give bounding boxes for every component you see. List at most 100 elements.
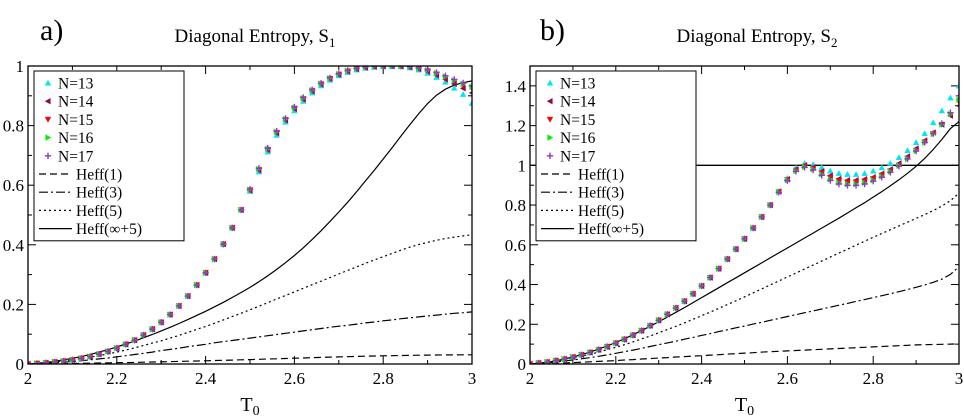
- data-point: [255, 165, 263, 172]
- data-point: [955, 103, 959, 108]
- data-point: [104, 348, 112, 355]
- series-line: [28, 234, 472, 364]
- legend-label: Heff(3): [76, 185, 122, 202]
- x-tick-label: 3: [955, 369, 964, 388]
- data-point: [282, 115, 289, 122]
- y-tick-label: 0.4: [505, 276, 527, 295]
- data-point: [264, 145, 271, 152]
- data-point: [947, 94, 954, 101]
- data-point: [122, 341, 129, 348]
- legend-marker: [546, 79, 554, 86]
- plot-frame: [27, 65, 473, 365]
- y-tick-label: 1: [518, 156, 527, 175]
- data-point: [578, 351, 585, 359]
- data-point: [543, 358, 551, 364]
- data-point: [326, 74, 334, 82]
- legend-label: N=13: [560, 76, 596, 93]
- data-point: [955, 92, 959, 99]
- data-point: [158, 319, 165, 326]
- data-point: [468, 82, 472, 90]
- data-point: [451, 76, 458, 83]
- data-point: [784, 177, 791, 184]
- x-tick-label: 2.8: [863, 369, 884, 388]
- data-point: [246, 186, 254, 193]
- legend-label: N=15: [560, 112, 596, 129]
- data-point: [468, 91, 472, 95]
- data-point: [95, 350, 103, 358]
- data-point: [921, 139, 928, 146]
- data-point: [561, 355, 568, 363]
- series-line: [28, 311, 472, 364]
- data-point: [835, 180, 843, 188]
- data-point: [335, 70, 342, 77]
- data-point: [344, 67, 351, 74]
- x-axis-label: T0: [735, 394, 754, 417]
- series-line: [28, 80, 472, 364]
- data-point: [317, 80, 325, 87]
- data-point: [184, 292, 192, 300]
- series-line: [28, 354, 472, 364]
- data-point: [818, 164, 825, 170]
- data-point: [388, 66, 396, 70]
- y-tick-label: 0.6: [505, 236, 526, 255]
- data-point: [459, 79, 467, 87]
- y-tick-label: 0.8: [505, 196, 526, 215]
- y-tick-label: 1: [16, 57, 25, 76]
- data-point: [442, 72, 449, 80]
- data-point: [569, 353, 577, 361]
- data-point: [801, 164, 808, 171]
- y-tick-label: 1.4: [505, 77, 527, 96]
- y-tick-label: 0.6: [3, 176, 24, 195]
- data-point: [741, 235, 748, 243]
- data-point: [629, 331, 637, 339]
- data-point: [775, 189, 783, 196]
- panel-label: b): [540, 14, 565, 47]
- x-tick-label: 2: [24, 369, 33, 388]
- legend-label: N=14: [58, 94, 94, 111]
- data-point: [220, 241, 227, 248]
- x-axis-label: T0: [240, 394, 259, 417]
- chart-title: Diagonal Entropy, S2: [677, 26, 838, 50]
- data-point: [211, 255, 218, 263]
- data-point: [938, 107, 946, 114]
- plot-area: [530, 82, 959, 364]
- data-point: [86, 353, 94, 360]
- legend-label: Heff(5): [578, 203, 624, 220]
- x-tick-label: 2.8: [373, 369, 394, 388]
- data-point: [930, 130, 937, 137]
- data-point: [767, 201, 774, 209]
- data-point: [552, 357, 559, 364]
- data-point: [397, 66, 405, 70]
- data-point: [202, 269, 209, 277]
- data-point: [237, 206, 245, 214]
- data-point: [852, 171, 860, 177]
- data-point: [69, 356, 76, 364]
- legend-marker: [547, 134, 554, 141]
- data-point: [415, 66, 422, 71]
- legend-marker: [546, 152, 554, 159]
- data-point: [827, 167, 834, 174]
- y-tick-label: 0.2: [505, 315, 526, 334]
- legend: N=13N=14N=15N=16N=17 Heff(1)Heff(3)Heff(5…: [535, 70, 697, 242]
- data-point: [689, 290, 697, 298]
- legend-marker: [44, 79, 52, 86]
- legend-label: N=17: [58, 148, 94, 165]
- data-point: [852, 182, 860, 189]
- data-point: [362, 66, 369, 71]
- x-tick-label: 3: [468, 369, 477, 388]
- y-tick-label: 0.8: [3, 117, 24, 136]
- series-line: [530, 192, 959, 364]
- y-tick-label: 0.2: [3, 295, 24, 314]
- data-point: [749, 224, 757, 232]
- data-point: [878, 164, 885, 171]
- y-tick-label: 1.2: [505, 117, 526, 136]
- data-point: [166, 311, 174, 318]
- data-point: [78, 355, 85, 362]
- x-tick-label: 2.2: [106, 369, 127, 388]
- y-tick-label: 0: [16, 355, 25, 374]
- chart-title: Diagonal Entropy, S1: [175, 26, 336, 50]
- legend-label: N=16: [560, 130, 596, 147]
- data-point: [468, 100, 472, 106]
- legend-label: N=14: [560, 94, 596, 111]
